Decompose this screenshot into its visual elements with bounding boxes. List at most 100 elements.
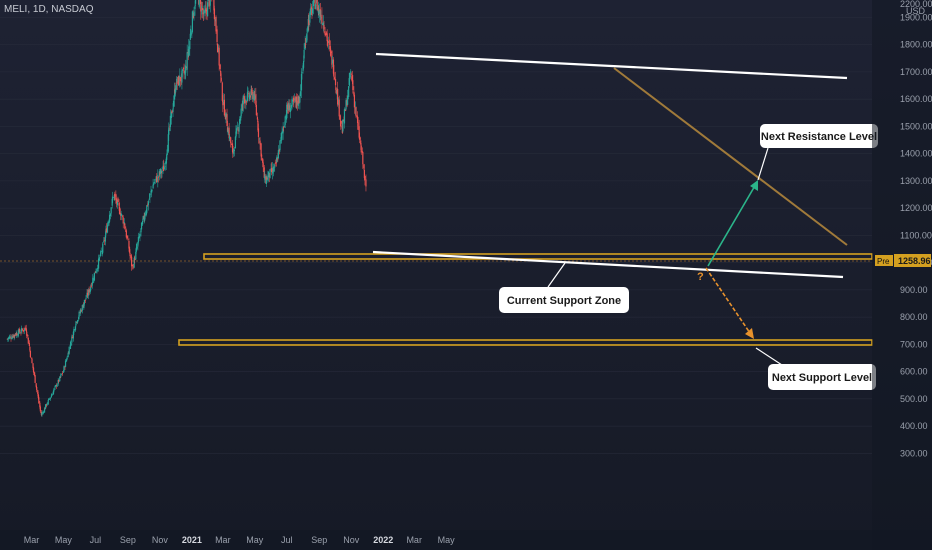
candle	[240, 104, 242, 119]
candle	[14, 332, 16, 337]
x-tick-label: Jul	[90, 535, 102, 545]
candle	[328, 33, 330, 52]
candle	[183, 63, 185, 79]
candle	[90, 282, 92, 288]
candle	[238, 122, 240, 138]
candle	[176, 76, 178, 91]
candle	[112, 191, 114, 204]
y-tick-label: 1500.00	[900, 121, 932, 131]
candle	[10, 334, 12, 342]
candle	[41, 411, 43, 417]
candle	[25, 324, 27, 332]
candle	[330, 48, 332, 58]
candle	[294, 95, 296, 108]
candle	[80, 307, 82, 316]
candle	[360, 143, 362, 155]
candle	[45, 404, 47, 410]
candle	[71, 334, 73, 346]
x-tick-label: 2021	[182, 535, 202, 545]
candle	[63, 365, 65, 373]
candle	[323, 21, 325, 34]
candle	[266, 176, 268, 180]
candle	[236, 121, 239, 131]
candle	[254, 88, 256, 101]
upper-resistance-line	[375, 52, 848, 80]
candle	[172, 95, 175, 109]
candle	[17, 328, 19, 338]
candle	[201, 1, 203, 19]
candle	[301, 71, 303, 80]
candle	[137, 241, 139, 251]
candle	[339, 114, 341, 127]
candle	[140, 228, 142, 237]
candle	[232, 143, 234, 158]
candle	[164, 161, 166, 171]
candle	[149, 193, 151, 203]
next-resistance-label: Next Resistance Level	[761, 131, 877, 143]
candle	[281, 126, 283, 141]
candle	[19, 330, 21, 334]
candle	[171, 109, 173, 114]
candle	[128, 246, 131, 254]
x-tick-label: Nov	[343, 535, 360, 545]
y-tick-label: 1600.00	[900, 94, 932, 104]
candle	[244, 98, 246, 109]
time-axis[interactable]	[0, 530, 932, 550]
question-mark-annotation: ?	[697, 271, 704, 283]
price-axis[interactable]	[872, 0, 932, 550]
candle	[326, 29, 328, 46]
candle	[321, 22, 324, 26]
candle	[299, 84, 302, 97]
candle	[240, 115, 242, 124]
candle	[267, 171, 270, 182]
candle	[9, 334, 11, 340]
candle	[100, 247, 102, 254]
candle	[70, 340, 72, 350]
candle	[313, 0, 315, 3]
candle	[117, 196, 119, 203]
next-resistance-callout: Next Resistance Level	[757, 124, 878, 181]
candle	[350, 72, 352, 81]
candle-layer	[6, 0, 367, 417]
candle	[262, 159, 264, 173]
x-tick-label: Jul	[281, 535, 293, 545]
x-tick-label: Mar	[406, 535, 422, 545]
candle	[178, 75, 180, 86]
candle	[270, 162, 273, 176]
candle	[118, 202, 121, 215]
candle	[216, 25, 218, 46]
candle	[96, 268, 98, 274]
candle	[108, 211, 111, 223]
candle	[334, 71, 337, 90]
candle	[213, 5, 216, 26]
candle	[20, 325, 23, 334]
candle	[352, 74, 354, 94]
candle	[343, 107, 346, 129]
candle	[331, 50, 333, 69]
candle	[64, 359, 67, 368]
candle	[205, 1, 207, 20]
candle	[170, 111, 173, 125]
candle	[139, 231, 141, 242]
candle	[92, 274, 94, 284]
y-tick-label: 1200.00	[900, 203, 932, 213]
candle	[147, 199, 149, 211]
candle	[166, 144, 168, 156]
candle	[134, 255, 136, 264]
candle	[311, 0, 314, 17]
candle	[114, 191, 116, 201]
y-tick-label: 1300.00	[900, 176, 932, 186]
candle	[276, 155, 278, 163]
candle	[203, 5, 205, 20]
candle	[24, 325, 26, 331]
candle	[198, 0, 200, 9]
candle	[96, 264, 99, 272]
candle	[99, 254, 101, 261]
candle	[309, 3, 311, 18]
candle	[348, 85, 350, 100]
candle	[353, 92, 356, 114]
candle	[358, 119, 360, 140]
candle	[83, 299, 86, 307]
candle	[259, 137, 261, 150]
